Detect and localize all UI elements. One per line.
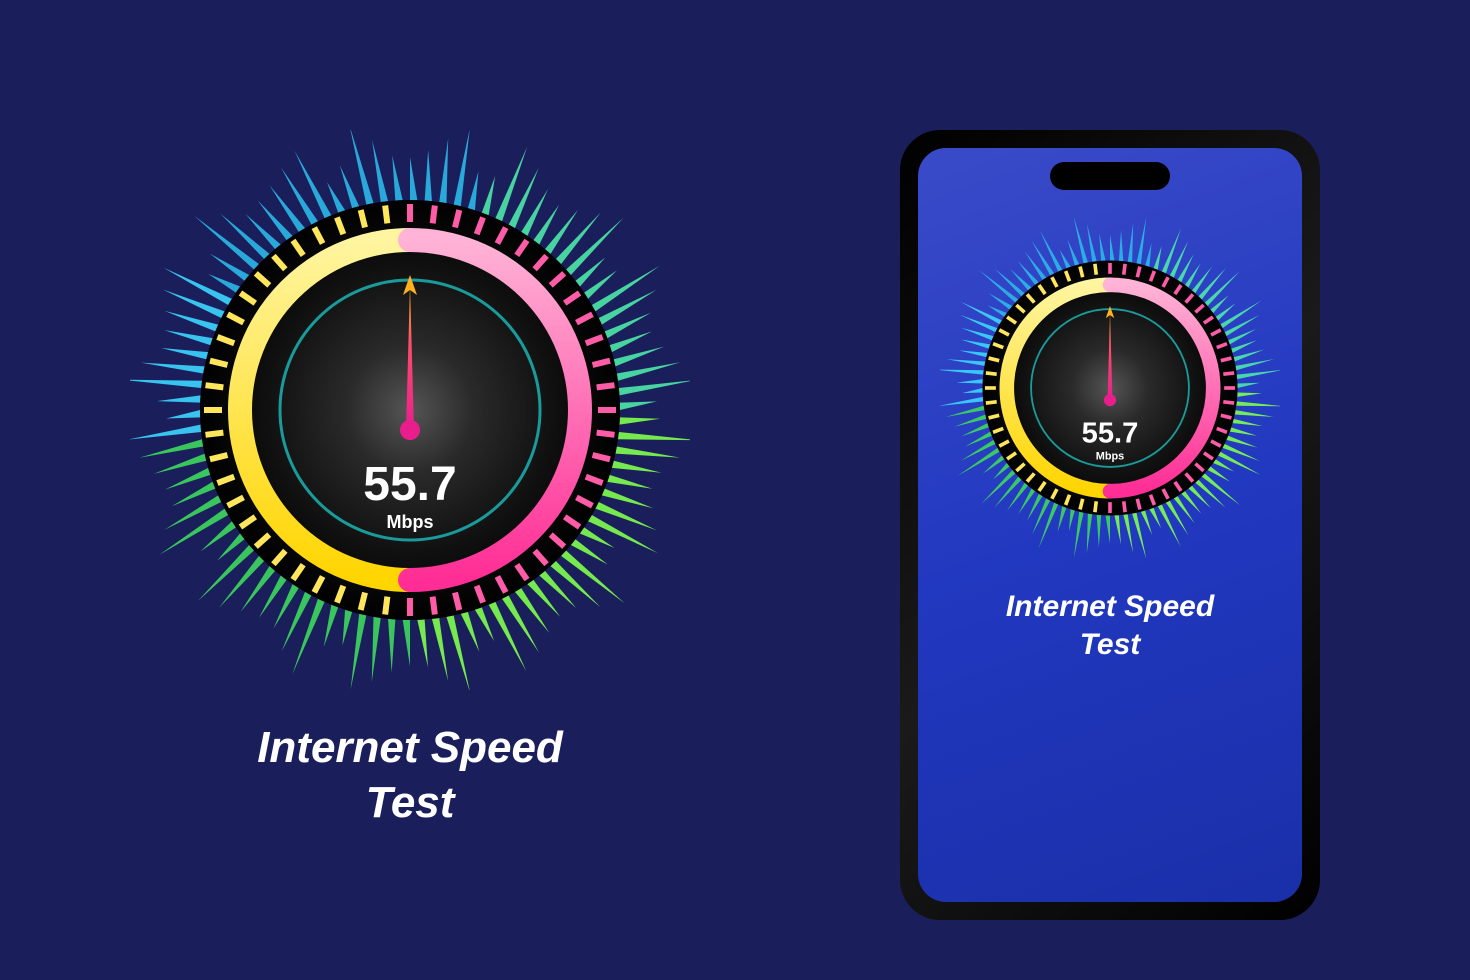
gauge-title: Internet Speed Test [130,720,690,830]
speed-gauge-large: 55.7 Mbps [130,130,690,690]
phone-screen[interactable]: 55.7 Mbps Internet Speed Test [918,148,1302,902]
title-line-2: Test [1080,628,1141,661]
phone-speed-gauge: 55.7 Mbps Internet Speed Test [940,218,1280,663]
phone-notch [1050,162,1170,190]
speed-value: 55.7 [363,458,456,511]
speed-gauge-small: 55.7 Mbps [940,218,1280,558]
speed-unit: Mbps [387,512,434,532]
phone-mockup: 55.7 Mbps Internet Speed Test [900,130,1320,920]
title-line-1: Internet Speed [1006,590,1214,623]
title-line-1: Internet Speed [257,723,563,772]
speed-unit: Mbps [1096,451,1124,463]
speed-value: 55.7 [1082,418,1139,450]
title-line-2: Test [366,778,455,827]
main-speed-gauge: 55.7 Mbps Internet Speed Test [130,130,690,830]
phone-body: 55.7 Mbps Internet Speed Test [900,130,1320,920]
gauge-title: Internet Speed Test [940,588,1280,663]
